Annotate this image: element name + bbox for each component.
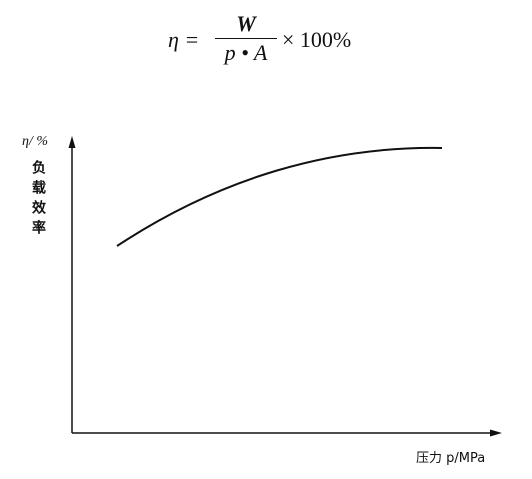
denominator: p • A — [224, 40, 268, 65]
x-axis-label: 压力 p/MPa — [416, 451, 486, 466]
numerator: W — [236, 11, 256, 36]
formula-lhs: η = — [168, 27, 200, 52]
y-axis-label: η/ % — [22, 134, 48, 149]
formula-multiplier: × 100% — [282, 27, 352, 52]
y-arrow — [68, 136, 76, 148]
y-axis-name: 负载效率 — [30, 160, 46, 240]
x-arrow — [490, 429, 502, 437]
fraction-bar — [215, 38, 277, 39]
fraction: W p • A — [215, 12, 277, 65]
efficiency-curve — [116, 146, 443, 247]
